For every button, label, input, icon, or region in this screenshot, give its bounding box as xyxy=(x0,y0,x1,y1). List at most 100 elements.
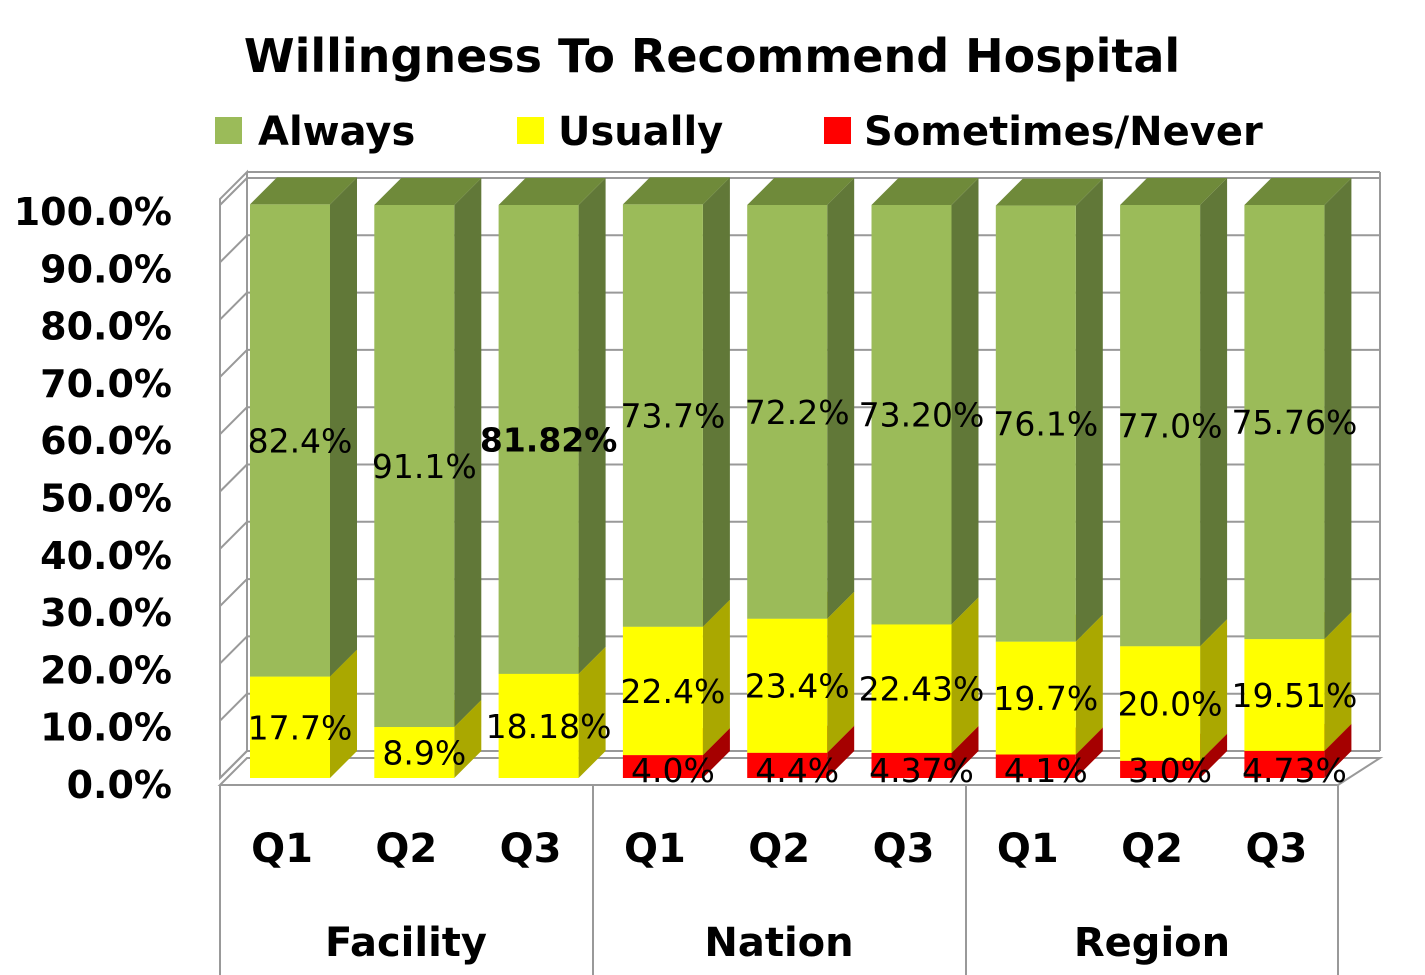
x-tick-label: Q2 xyxy=(748,826,810,872)
bar-segment xyxy=(871,205,952,625)
gridline-side xyxy=(219,349,248,378)
data-label: 82.4% xyxy=(248,422,353,461)
side-wall xyxy=(219,169,248,781)
bar-segment xyxy=(871,752,952,778)
bar-side xyxy=(702,177,730,627)
group-label: Facility xyxy=(325,920,487,966)
bar-top xyxy=(995,178,1103,206)
y-tick-label: 50.0% xyxy=(40,477,172,521)
y-tick-label: 90.0% xyxy=(40,247,172,291)
chart-title: Willingness To Recommend Hospital xyxy=(244,29,1180,83)
bar-top xyxy=(250,177,357,205)
bar-segment xyxy=(1120,760,1201,778)
data-label: 76.1% xyxy=(993,405,1098,444)
bar-side xyxy=(1075,178,1103,642)
y-tick-label: 30.0% xyxy=(40,591,172,635)
bar-side xyxy=(827,591,855,753)
bar-segment xyxy=(374,727,455,778)
bar-segment xyxy=(622,755,703,778)
gridline-side xyxy=(219,521,248,550)
data-label: 19.51% xyxy=(1231,676,1357,715)
bar-segment xyxy=(747,752,828,778)
bar-side xyxy=(827,178,855,619)
bar-side xyxy=(1324,178,1352,640)
y-tick-label: 0.0% xyxy=(67,763,172,807)
data-label: 81.82% xyxy=(480,420,617,459)
bar-segment xyxy=(995,205,1076,642)
bar-segment xyxy=(871,624,952,753)
bar-segment xyxy=(1120,646,1201,761)
x-tick-label: Q1 xyxy=(997,826,1059,872)
bar-side xyxy=(951,178,979,625)
y-tick-label: 40.0% xyxy=(40,534,172,578)
data-label: 4.73% xyxy=(1242,751,1347,790)
x-tick-label: Q1 xyxy=(624,826,686,872)
bar-side xyxy=(827,725,855,778)
data-label: 77.0% xyxy=(1118,407,1223,446)
gridline-side xyxy=(219,578,248,607)
bar-side xyxy=(951,597,979,753)
bar-segment xyxy=(747,618,828,753)
data-label: 4.4% xyxy=(755,751,839,790)
data-label: 73.20% xyxy=(859,396,985,435)
bar-top xyxy=(622,177,730,205)
x-tick-label: Q2 xyxy=(375,826,437,872)
bar-segment xyxy=(498,673,579,778)
bar-segment xyxy=(995,754,1076,778)
gridline-side xyxy=(219,234,248,264)
data-label: 72.2% xyxy=(745,393,850,432)
x-tick-label: Q3 xyxy=(500,826,562,872)
data-label: 20.0% xyxy=(1118,685,1223,724)
legend-label-0: Always xyxy=(258,109,415,155)
x-tick-label: Q2 xyxy=(1121,826,1183,872)
data-label: 4.1% xyxy=(1004,751,1088,790)
bar-segment xyxy=(1244,750,1325,778)
bar-side xyxy=(1324,723,1352,778)
gridline-side xyxy=(219,177,248,206)
bar-segment xyxy=(374,205,455,728)
data-label: 4.37% xyxy=(869,751,974,790)
legend-label-2: Sometimes/Never xyxy=(864,109,1263,155)
legend-swatch-0 xyxy=(215,117,242,144)
bar-side xyxy=(702,599,730,756)
legend-label-1: Usually xyxy=(558,109,723,155)
bar-segment xyxy=(1120,205,1201,647)
data-label: 4.0% xyxy=(631,751,715,790)
y-tick-label: 10.0% xyxy=(40,706,172,750)
bar-segment xyxy=(622,204,703,627)
x-tick-label: Q3 xyxy=(873,826,935,872)
data-label: 18.18% xyxy=(486,707,612,746)
y-tick-label: 80.0% xyxy=(40,305,172,349)
data-label: 22.43% xyxy=(859,670,985,709)
bar-top xyxy=(871,178,979,205)
group-label: Nation xyxy=(704,920,853,966)
bar-side xyxy=(330,177,357,677)
group-label: Region xyxy=(1074,920,1230,966)
bar-top xyxy=(374,178,482,205)
data-label: 22.4% xyxy=(620,672,725,711)
bar-side xyxy=(1200,733,1228,778)
data-label: 73.7% xyxy=(620,397,725,436)
bar-segment xyxy=(1244,639,1325,751)
bar-side xyxy=(1075,727,1103,778)
data-label: 75.76% xyxy=(1231,403,1357,442)
gridline-side xyxy=(219,406,248,435)
gridline-side xyxy=(219,463,248,493)
bar-top xyxy=(1120,178,1228,205)
bar-side xyxy=(951,725,979,778)
legend-swatch-2 xyxy=(824,117,851,144)
y-tick-label: 20.0% xyxy=(40,648,172,692)
y-tick-label: 100.0% xyxy=(14,190,172,234)
bar-side xyxy=(1200,178,1228,647)
gridline-side xyxy=(219,692,248,722)
bar-segment xyxy=(622,626,703,756)
data-label: 17.7% xyxy=(248,708,353,747)
y-tick-label: 60.0% xyxy=(40,419,172,463)
bar-side xyxy=(1324,612,1352,751)
bar-side xyxy=(454,700,482,778)
gridline-side xyxy=(219,291,248,321)
bar-side xyxy=(454,178,482,728)
data-label: 23.4% xyxy=(745,667,850,706)
